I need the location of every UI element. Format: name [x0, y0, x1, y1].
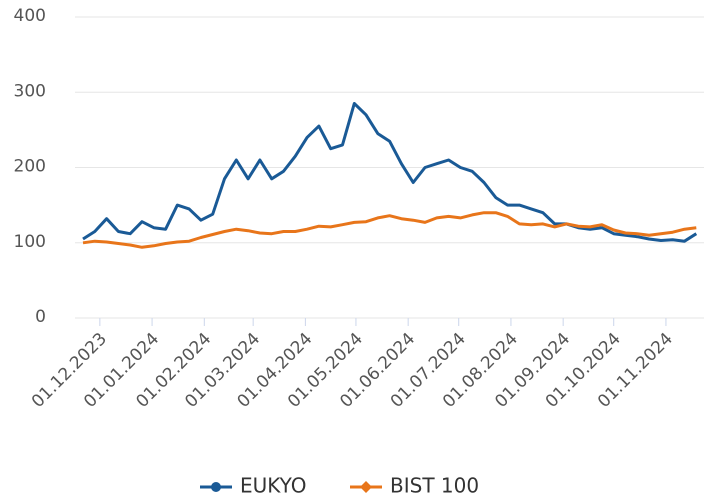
y-tick-label: 100 — [14, 232, 46, 252]
legend-item: BIST 100 — [350, 474, 479, 498]
legend-symbol — [360, 481, 372, 493]
y-tick-label: 200 — [14, 157, 46, 177]
y-tick-label: 300 — [14, 81, 46, 101]
legend-label: EUKYO — [240, 474, 307, 498]
legend-symbol — [211, 482, 221, 492]
line-series — [82, 211, 697, 249]
line-series — [82, 102, 698, 243]
y-tick-label: 400 — [14, 6, 46, 26]
legend-item: EUKYO — [200, 474, 307, 498]
legend-label: BIST 100 — [390, 474, 479, 498]
y-tick-label: 0 — [35, 307, 46, 327]
